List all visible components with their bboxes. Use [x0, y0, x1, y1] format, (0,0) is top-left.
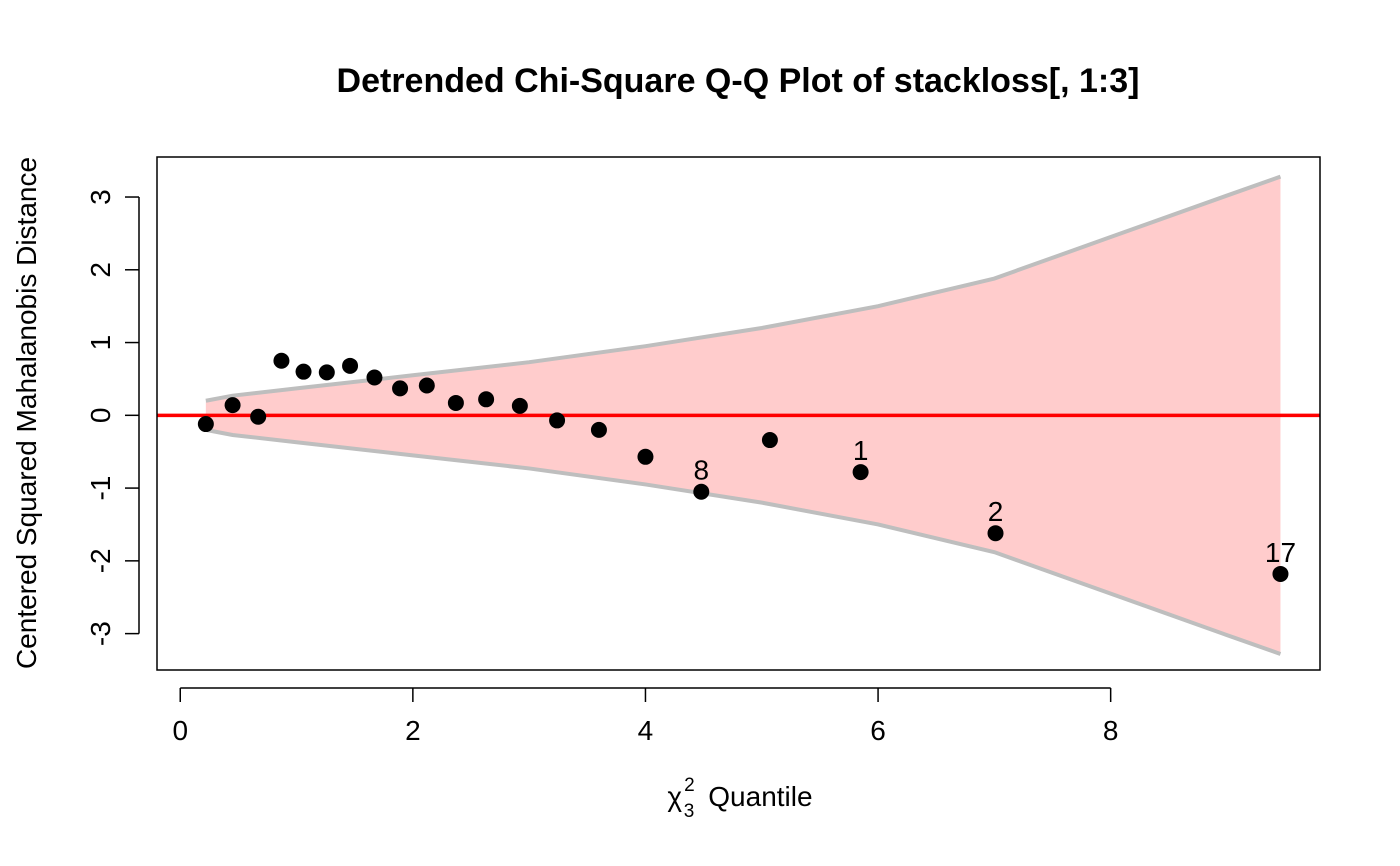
- point-label: 2: [988, 496, 1004, 527]
- data-points: [197, 352, 1289, 582]
- chart-title: Detrended Chi-Square Q-Q Plot of stacklo…: [337, 62, 1140, 100]
- data-point: [987, 525, 1004, 542]
- data-point: [318, 364, 335, 381]
- y-tick-label: 0: [85, 408, 116, 424]
- data-point: [693, 483, 710, 500]
- data-point: [250, 408, 267, 425]
- y-tick-label: -3: [85, 621, 116, 646]
- data-point: [418, 377, 435, 394]
- y-axis-label: Centered Squared Mahalanobis Distance: [11, 157, 42, 669]
- data-point: [761, 432, 778, 449]
- data-point: [342, 357, 359, 374]
- x-axis-label-text: Quantile: [708, 781, 812, 812]
- band-upper-edge: [205, 174, 1282, 403]
- point-label: 17: [1265, 537, 1296, 568]
- x-tick-label: 8: [1103, 715, 1119, 746]
- y-axis: -3 -2 -1 0 1 2 3: [85, 189, 140, 646]
- data-point: [392, 380, 409, 397]
- data-point: [197, 416, 214, 433]
- data-point: [590, 421, 607, 438]
- data-point: [637, 448, 654, 465]
- x-tick-label: 6: [870, 715, 886, 746]
- x-axis-label: χ 2 3 Quantile: [667, 775, 812, 822]
- data-point: [224, 397, 241, 414]
- x-axis-label-superscript: 2: [684, 775, 695, 796]
- point-labels: 8 1 2 17: [693, 435, 1296, 568]
- y-tick-label: -1: [85, 476, 116, 501]
- y-tick-label: -2: [85, 548, 116, 573]
- data-point: [273, 352, 290, 369]
- y-tick-label: 1: [85, 335, 116, 351]
- x-axis: 0 2 4 6 8: [172, 687, 1119, 746]
- y-tick-label: 2: [85, 262, 116, 278]
- data-point: [549, 412, 566, 429]
- x-tick-label: 4: [638, 715, 654, 746]
- data-point: [366, 369, 383, 386]
- x-axis-label-symbol: χ: [667, 781, 682, 812]
- x-tick-label: 2: [405, 715, 421, 746]
- data-point: [478, 391, 495, 408]
- data-point: [447, 394, 464, 411]
- x-tick-label: 0: [172, 715, 188, 746]
- point-label: 1: [853, 435, 869, 466]
- x-axis-label-subscript: 3: [684, 801, 695, 822]
- data-point: [511, 397, 528, 414]
- data-point: [295, 363, 312, 380]
- data-point: [1272, 565, 1289, 582]
- plot-frame: [156, 156, 1321, 671]
- y-tick-label: 3: [85, 189, 116, 205]
- point-label: 8: [693, 455, 709, 486]
- data-point: [852, 464, 869, 481]
